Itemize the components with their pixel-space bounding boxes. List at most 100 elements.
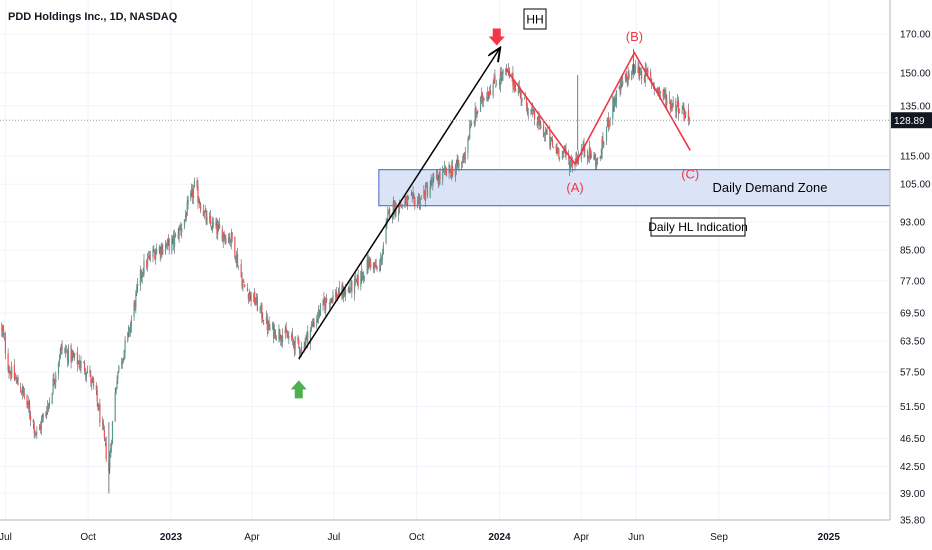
candle bbox=[322, 299, 324, 312]
candle bbox=[546, 127, 548, 136]
candle bbox=[474, 102, 476, 127]
candle bbox=[117, 371, 119, 385]
candle bbox=[204, 204, 206, 213]
candle bbox=[439, 167, 441, 185]
candle bbox=[45, 411, 47, 418]
candle bbox=[423, 185, 425, 199]
candle bbox=[349, 287, 351, 294]
candle bbox=[552, 146, 555, 149]
candle bbox=[248, 288, 250, 303]
candle bbox=[159, 246, 161, 262]
y-tick-label: 51.50 bbox=[900, 402, 925, 413]
candle bbox=[602, 131, 604, 149]
candle bbox=[92, 376, 95, 390]
candle bbox=[54, 378, 56, 389]
candle bbox=[556, 142, 558, 157]
candle bbox=[533, 107, 536, 126]
candle bbox=[463, 152, 465, 163]
candle bbox=[310, 321, 312, 332]
candle bbox=[29, 399, 31, 420]
candle bbox=[203, 210, 205, 220]
candle bbox=[110, 439, 113, 453]
candle bbox=[319, 302, 321, 316]
candle bbox=[486, 92, 488, 102]
candle bbox=[398, 204, 400, 222]
candle bbox=[41, 413, 43, 424]
candle bbox=[442, 165, 444, 186]
candle bbox=[103, 425, 105, 442]
candle bbox=[329, 298, 331, 309]
x-tick-label: Jun bbox=[628, 532, 644, 543]
candle bbox=[116, 375, 118, 390]
candle bbox=[298, 336, 300, 349]
candle bbox=[305, 334, 307, 347]
candle bbox=[235, 255, 237, 264]
candle bbox=[454, 163, 456, 182]
candle bbox=[668, 91, 671, 105]
candle bbox=[557, 147, 559, 154]
candle bbox=[379, 259, 381, 273]
candle bbox=[361, 262, 363, 284]
candle bbox=[487, 86, 489, 102]
candle bbox=[273, 324, 276, 339]
candle bbox=[256, 293, 258, 312]
candle bbox=[675, 97, 677, 118]
candle bbox=[168, 237, 170, 255]
candle bbox=[118, 365, 120, 374]
chart-title: PDD Holdings Inc., 1D, NASDAQ bbox=[8, 11, 178, 23]
candle bbox=[620, 78, 622, 95]
candle bbox=[120, 357, 123, 370]
x-tick-label: Jul bbox=[327, 532, 340, 543]
candle bbox=[335, 289, 337, 303]
candle bbox=[482, 95, 484, 108]
candle bbox=[135, 290, 137, 314]
candle bbox=[599, 155, 601, 162]
candle bbox=[502, 68, 504, 81]
candle bbox=[218, 220, 220, 232]
candle bbox=[643, 74, 645, 83]
candle bbox=[437, 174, 439, 189]
y-tick-label: 105.00 bbox=[900, 180, 931, 191]
candle bbox=[137, 277, 139, 293]
candle bbox=[172, 235, 174, 245]
candle bbox=[600, 148, 602, 159]
candle bbox=[178, 225, 180, 243]
candle bbox=[123, 349, 125, 361]
candle bbox=[1, 322, 3, 337]
candle bbox=[451, 160, 453, 181]
candle bbox=[4, 331, 6, 360]
candle bbox=[665, 87, 667, 107]
candle bbox=[146, 259, 148, 270]
candle bbox=[192, 185, 195, 205]
candle bbox=[158, 244, 160, 254]
candle bbox=[33, 420, 35, 439]
candle bbox=[288, 331, 290, 345]
candle bbox=[650, 68, 652, 82]
candle bbox=[425, 181, 428, 189]
candle bbox=[286, 329, 288, 338]
candle bbox=[40, 415, 42, 436]
candle bbox=[244, 284, 246, 288]
candle bbox=[254, 297, 257, 307]
candle bbox=[627, 67, 629, 86]
candle bbox=[362, 271, 365, 284]
candle bbox=[141, 271, 143, 285]
candle bbox=[230, 228, 232, 250]
candle bbox=[177, 228, 179, 240]
candle bbox=[533, 108, 535, 115]
x-tick-label: 2024 bbox=[488, 532, 511, 543]
candle bbox=[350, 277, 352, 293]
hl-indication-box bbox=[650, 217, 746, 237]
candle bbox=[212, 217, 214, 229]
candle bbox=[681, 105, 683, 115]
candle bbox=[139, 265, 141, 291]
candle bbox=[187, 195, 189, 210]
candle bbox=[190, 190, 192, 202]
candle bbox=[317, 312, 319, 323]
candle bbox=[231, 231, 233, 243]
candle bbox=[671, 103, 673, 112]
candle bbox=[570, 154, 573, 168]
candle bbox=[526, 102, 528, 116]
candle bbox=[91, 378, 93, 391]
candle bbox=[344, 288, 346, 297]
